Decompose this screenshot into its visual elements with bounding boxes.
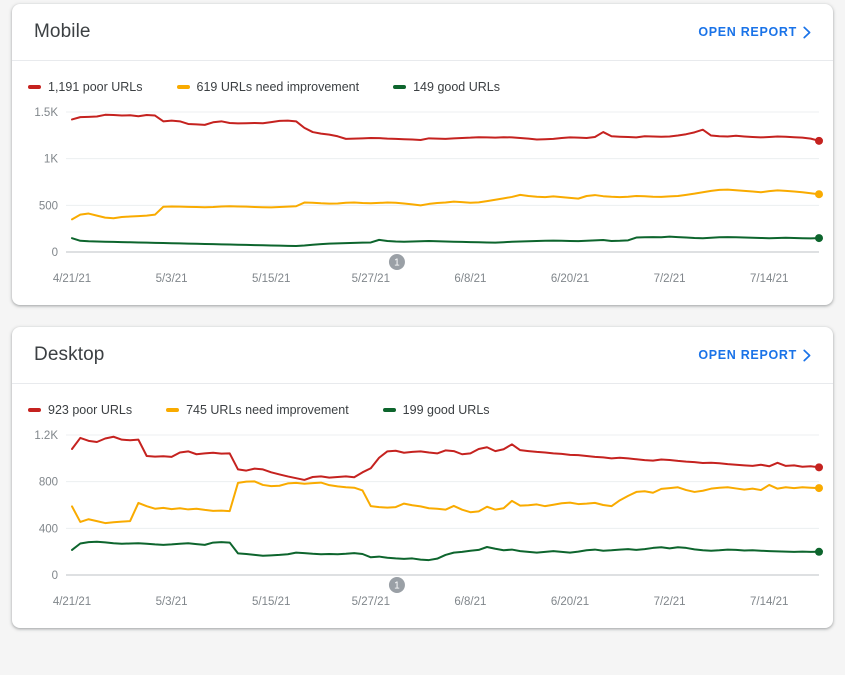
chart-annotation-label: 1 (394, 581, 400, 592)
x-axis-tick-label: 5/3/21 (156, 273, 188, 285)
desktop-legend-label-poor: 923 poor URLs (48, 403, 133, 417)
good-swatch-icon (393, 85, 407, 89)
y-axis-tick-label: 1.2K (34, 430, 58, 442)
series-endpoint-dot (815, 234, 823, 243)
desktop-open-report-label: OPEN REPORT (698, 348, 797, 362)
desktop-open-report-link[interactable]: OPEN REPORT (698, 348, 813, 362)
desktop-legend: 923 poor URLs 745 URLs need improvement … (12, 384, 833, 423)
y-axis-tick-label: 800 (39, 477, 58, 489)
desktop-legend-item-need-improvement[interactable]: 745 URLs need improvement (166, 403, 349, 417)
mobile-legend: 1,191 poor URLs 619 URLs need improvemen… (12, 61, 833, 100)
y-axis-tick-label: 1.5K (34, 107, 58, 119)
desktop-legend-item-poor[interactable]: 923 poor URLs (28, 403, 132, 417)
desktop-card-header: Desktop OPEN REPORT (12, 327, 833, 384)
need-improvement-swatch-icon (166, 408, 180, 412)
series-line-good-urls (71, 540, 820, 562)
x-axis-tick-label: 6/20/21 (551, 273, 589, 285)
chart-annotation-badge[interactable]: 1 (388, 254, 405, 270)
x-axis-tick-label: 4/21/21 (53, 273, 91, 285)
y-axis-tick-label: 0 (52, 247, 58, 259)
series-endpoint-dot (815, 190, 823, 199)
series-endpoint-dot (815, 136, 823, 145)
mobile-chart-svg: 0 500 1K 1.5K 4/21/21 5/3/21 5/15/21 5/27/21 6/8… (34, 107, 823, 285)
mobile-card: Mobile OPEN REPORT 1,191 poor URLs 619 U… (12, 4, 833, 305)
need-improvement-swatch-icon (176, 85, 190, 89)
x-axis-tick-label: 7/14/21 (750, 273, 788, 285)
series-line-poor-urls (71, 113, 820, 142)
series-endpoint-dot (815, 463, 823, 472)
y-axis-tick-label: 500 (39, 200, 58, 212)
mobile-legend-label-good: 149 good URLs (413, 80, 500, 94)
mobile-legend-label-need-improvement: 619 URLs need improvement (196, 80, 360, 94)
x-axis-tick-label: 4/21/21 (53, 596, 91, 608)
desktop-legend-label-need-improvement: 745 URLs need improvement (186, 403, 349, 417)
desktop-card: Desktop OPEN REPORT 923 poor URLs 745 UR… (12, 327, 833, 628)
desktop-card-title: Desktop (34, 344, 105, 365)
poor-swatch-icon (28, 85, 41, 89)
x-axis-tick-label: 7/2/21 (654, 596, 686, 608)
chart-annotation-badge[interactable]: 1 (388, 577, 405, 593)
series-endpoint-dot (815, 484, 823, 493)
good-swatch-icon (382, 408, 396, 412)
x-axis-tick-label: 5/15/21 (252, 596, 290, 608)
x-axis-tick-label: 6/8/21 (454, 596, 486, 608)
x-axis-tick-label: 7/14/21 (750, 596, 788, 608)
chevron-right-icon (802, 26, 813, 39)
mobile-chart[interactable]: 0 500 1K 1.5K 4/21/21 5/3/21 5/15/21 5/27/21 6/8… (12, 100, 833, 305)
desktop-chart[interactable]: 0 400 800 1.2K 4/21/21 5/3/21 5/15/21 5/27/21 6/… (12, 423, 833, 628)
x-axis-tick-label: 7/2/21 (654, 273, 686, 285)
desktop-chart-svg: 0 400 800 1.2K 4/21/21 5/3/21 5/15/21 5/27/21 6/… (34, 430, 823, 608)
mobile-card-title: Mobile (34, 21, 91, 42)
mobile-legend-item-poor[interactable]: 1,191 poor URLs (28, 80, 143, 94)
desktop-legend-label-good: 199 good URLs (402, 403, 490, 417)
chart-annotation-label: 1 (394, 258, 400, 269)
x-axis-tick-label: 5/3/21 (156, 596, 188, 608)
x-axis-tick-label: 5/15/21 (252, 273, 290, 285)
mobile-legend-item-need-improvement[interactable]: 619 URLs need improvement (176, 80, 360, 94)
x-axis-tick-label: 5/27/21 (352, 596, 390, 608)
desktop-legend-item-good[interactable]: 199 good URLs (382, 403, 490, 417)
mobile-legend-label-poor: 1,191 poor URLs (48, 80, 143, 94)
chevron-right-icon (802, 349, 813, 362)
y-axis-tick-label: 1K (44, 154, 58, 166)
series-line-poor-urls (71, 435, 820, 481)
x-axis-tick-label: 6/20/21 (551, 596, 589, 608)
mobile-open-report-link[interactable]: OPEN REPORT (698, 25, 813, 39)
series-line-urls-need-improvement (71, 480, 820, 525)
mobile-open-report-label: OPEN REPORT (698, 25, 797, 39)
series-line-good-urls (71, 235, 820, 248)
series-line-urls-need-improvement (71, 188, 820, 221)
y-axis-tick-label: 0 (52, 570, 58, 582)
x-axis-tick-label: 6/8/21 (454, 273, 486, 285)
mobile-card-header: Mobile OPEN REPORT (12, 4, 833, 61)
mobile-legend-item-good[interactable]: 149 good URLs (393, 80, 500, 94)
series-endpoint-dot (815, 547, 823, 556)
poor-swatch-icon (28, 408, 41, 412)
x-axis-tick-label: 5/27/21 (352, 273, 390, 285)
y-axis-tick-label: 400 (39, 523, 58, 535)
